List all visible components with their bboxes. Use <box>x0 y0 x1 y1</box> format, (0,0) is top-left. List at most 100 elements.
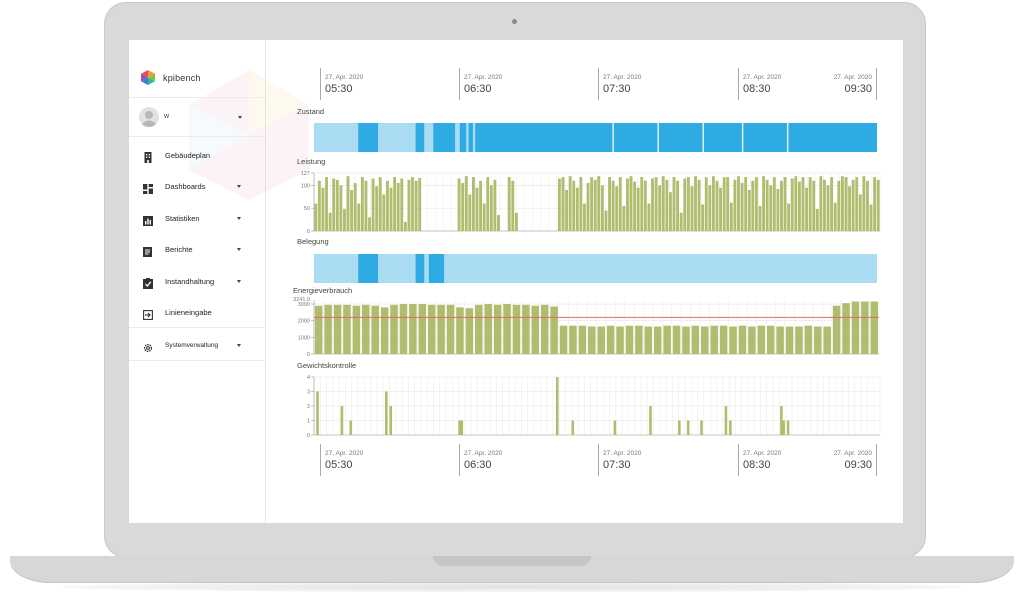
chart-bar <box>571 420 575 435</box>
chart-bar <box>464 176 468 231</box>
laptop-camera <box>512 19 517 24</box>
chart-bar <box>851 179 855 231</box>
chart-bar <box>644 326 653 354</box>
time-axis-top: 27. Apr. 2020 05:30 27. Apr. 2020 06:30 27. … <box>266 68 903 108</box>
sidebar-divider <box>129 360 265 361</box>
chart-bar <box>489 185 493 231</box>
chart-bar <box>651 178 654 231</box>
timeline-segment <box>358 254 379 283</box>
sidebar-item-gebäudeplan[interactable]: Gebäudeplan <box>129 140 265 171</box>
tick-time: 05:30 <box>325 83 353 95</box>
chart-bar <box>540 304 549 354</box>
chart-bar <box>751 180 755 231</box>
chart-bar <box>407 179 411 231</box>
chart-bar <box>389 187 393 231</box>
chart-bar <box>606 325 615 354</box>
chart-bar <box>647 203 651 231</box>
tick-line <box>320 444 321 476</box>
chart-bar <box>572 180 576 231</box>
chart-title-belegung: Belegung <box>297 237 329 246</box>
chart-bar <box>873 177 877 231</box>
user-name: w <box>164 113 170 120</box>
clipboard-check-icon <box>143 276 153 289</box>
sidebar-item-instandhaltung[interactable]: Instandhaltung <box>129 266 265 297</box>
chart-bar <box>531 305 540 354</box>
chart-bar <box>738 325 747 354</box>
chart-bar <box>559 325 568 354</box>
chart-bar <box>314 305 323 354</box>
chart-bar <box>840 176 844 231</box>
chart-bar <box>343 209 346 231</box>
tick-line <box>320 68 321 100</box>
chart-bar <box>744 177 748 231</box>
tick-time: 07:30 <box>603 459 631 471</box>
chart-bar <box>780 180 783 231</box>
chart-bar <box>465 308 474 354</box>
tick-line <box>876 444 877 476</box>
user-menu[interactable]: w <box>129 97 265 137</box>
chart-title-leistung: Leistung <box>297 157 326 166</box>
chart-bar <box>733 179 737 231</box>
chart-bar <box>754 177 758 231</box>
chart-bar <box>569 325 577 354</box>
chart-bar <box>783 177 787 231</box>
sidebar-item-statistiken[interactable]: Statistiken <box>129 203 265 234</box>
chart-bar <box>357 203 361 231</box>
chart-bar <box>611 180 615 231</box>
background-decoration <box>189 70 309 200</box>
tick-time: 06:30 <box>464 459 492 471</box>
chart-bar <box>568 176 572 231</box>
chart-bar <box>801 177 805 231</box>
timeline-segment <box>468 123 473 152</box>
chart-bar <box>625 325 634 354</box>
y-tick-label: 0 <box>307 229 310 234</box>
chart-bar <box>427 304 436 354</box>
chart-bar <box>396 183 400 231</box>
chart-bar <box>758 205 762 231</box>
chart-bar <box>765 179 769 231</box>
y-tick-label: 1000 <box>298 335 310 341</box>
chart-gewichtskontrolle: 0 1 2 3 4 <box>307 375 881 438</box>
timeline-segment <box>378 254 416 283</box>
chart-bar <box>776 188 780 231</box>
chart-bar <box>456 307 464 354</box>
tick-line <box>738 68 739 100</box>
chart-bar <box>343 304 351 354</box>
sidebar-item-berichte[interactable]: Berichte <box>129 234 265 265</box>
chart-bar <box>550 306 558 354</box>
chart-bar <box>870 301 879 354</box>
chart-bar <box>616 326 624 354</box>
brand-logo[interactable]: kpibench <box>141 70 201 85</box>
chart-bar <box>724 406 728 435</box>
chart-leistung: 0 50 100 127 <box>301 171 881 234</box>
tick-line <box>876 68 877 100</box>
tick-time: 08:30 <box>743 83 771 95</box>
chart-bar <box>780 406 783 435</box>
chart-bar <box>700 420 703 435</box>
chart-bar <box>776 326 784 354</box>
tick-time: 06:30 <box>464 83 492 95</box>
chart-bar <box>590 177 594 231</box>
chart-bar <box>786 420 790 435</box>
chart-bar <box>493 304 502 354</box>
chart-bar <box>352 305 361 354</box>
timeline-segment <box>314 254 359 283</box>
chart-bar <box>615 186 619 231</box>
time-tick: 27. Apr. 2020 09:30 <box>831 444 877 476</box>
chart-bar <box>629 176 633 231</box>
tick-date: 27. Apr. 2020 <box>743 74 782 81</box>
chart-bar <box>661 176 665 231</box>
chart-bar <box>557 178 561 231</box>
chart-bar <box>640 177 644 231</box>
y-tick-label: 100 <box>301 183 310 189</box>
y-tick-label: 127 <box>301 171 310 177</box>
chart-bar <box>460 420 464 435</box>
chart-bar <box>626 178 629 231</box>
sidebar-item-systemverwaltung[interactable]: Systemverwaltung <box>129 330 265 361</box>
chart-bar <box>794 176 798 231</box>
chart-bar <box>832 305 841 354</box>
sidebar-item-dashboards[interactable]: Dashboards <box>129 171 265 202</box>
sidebar-item-linieneingabe[interactable]: Linieneingabe <box>129 297 265 328</box>
chart-bar <box>588 326 596 354</box>
chart-bar <box>475 187 479 231</box>
